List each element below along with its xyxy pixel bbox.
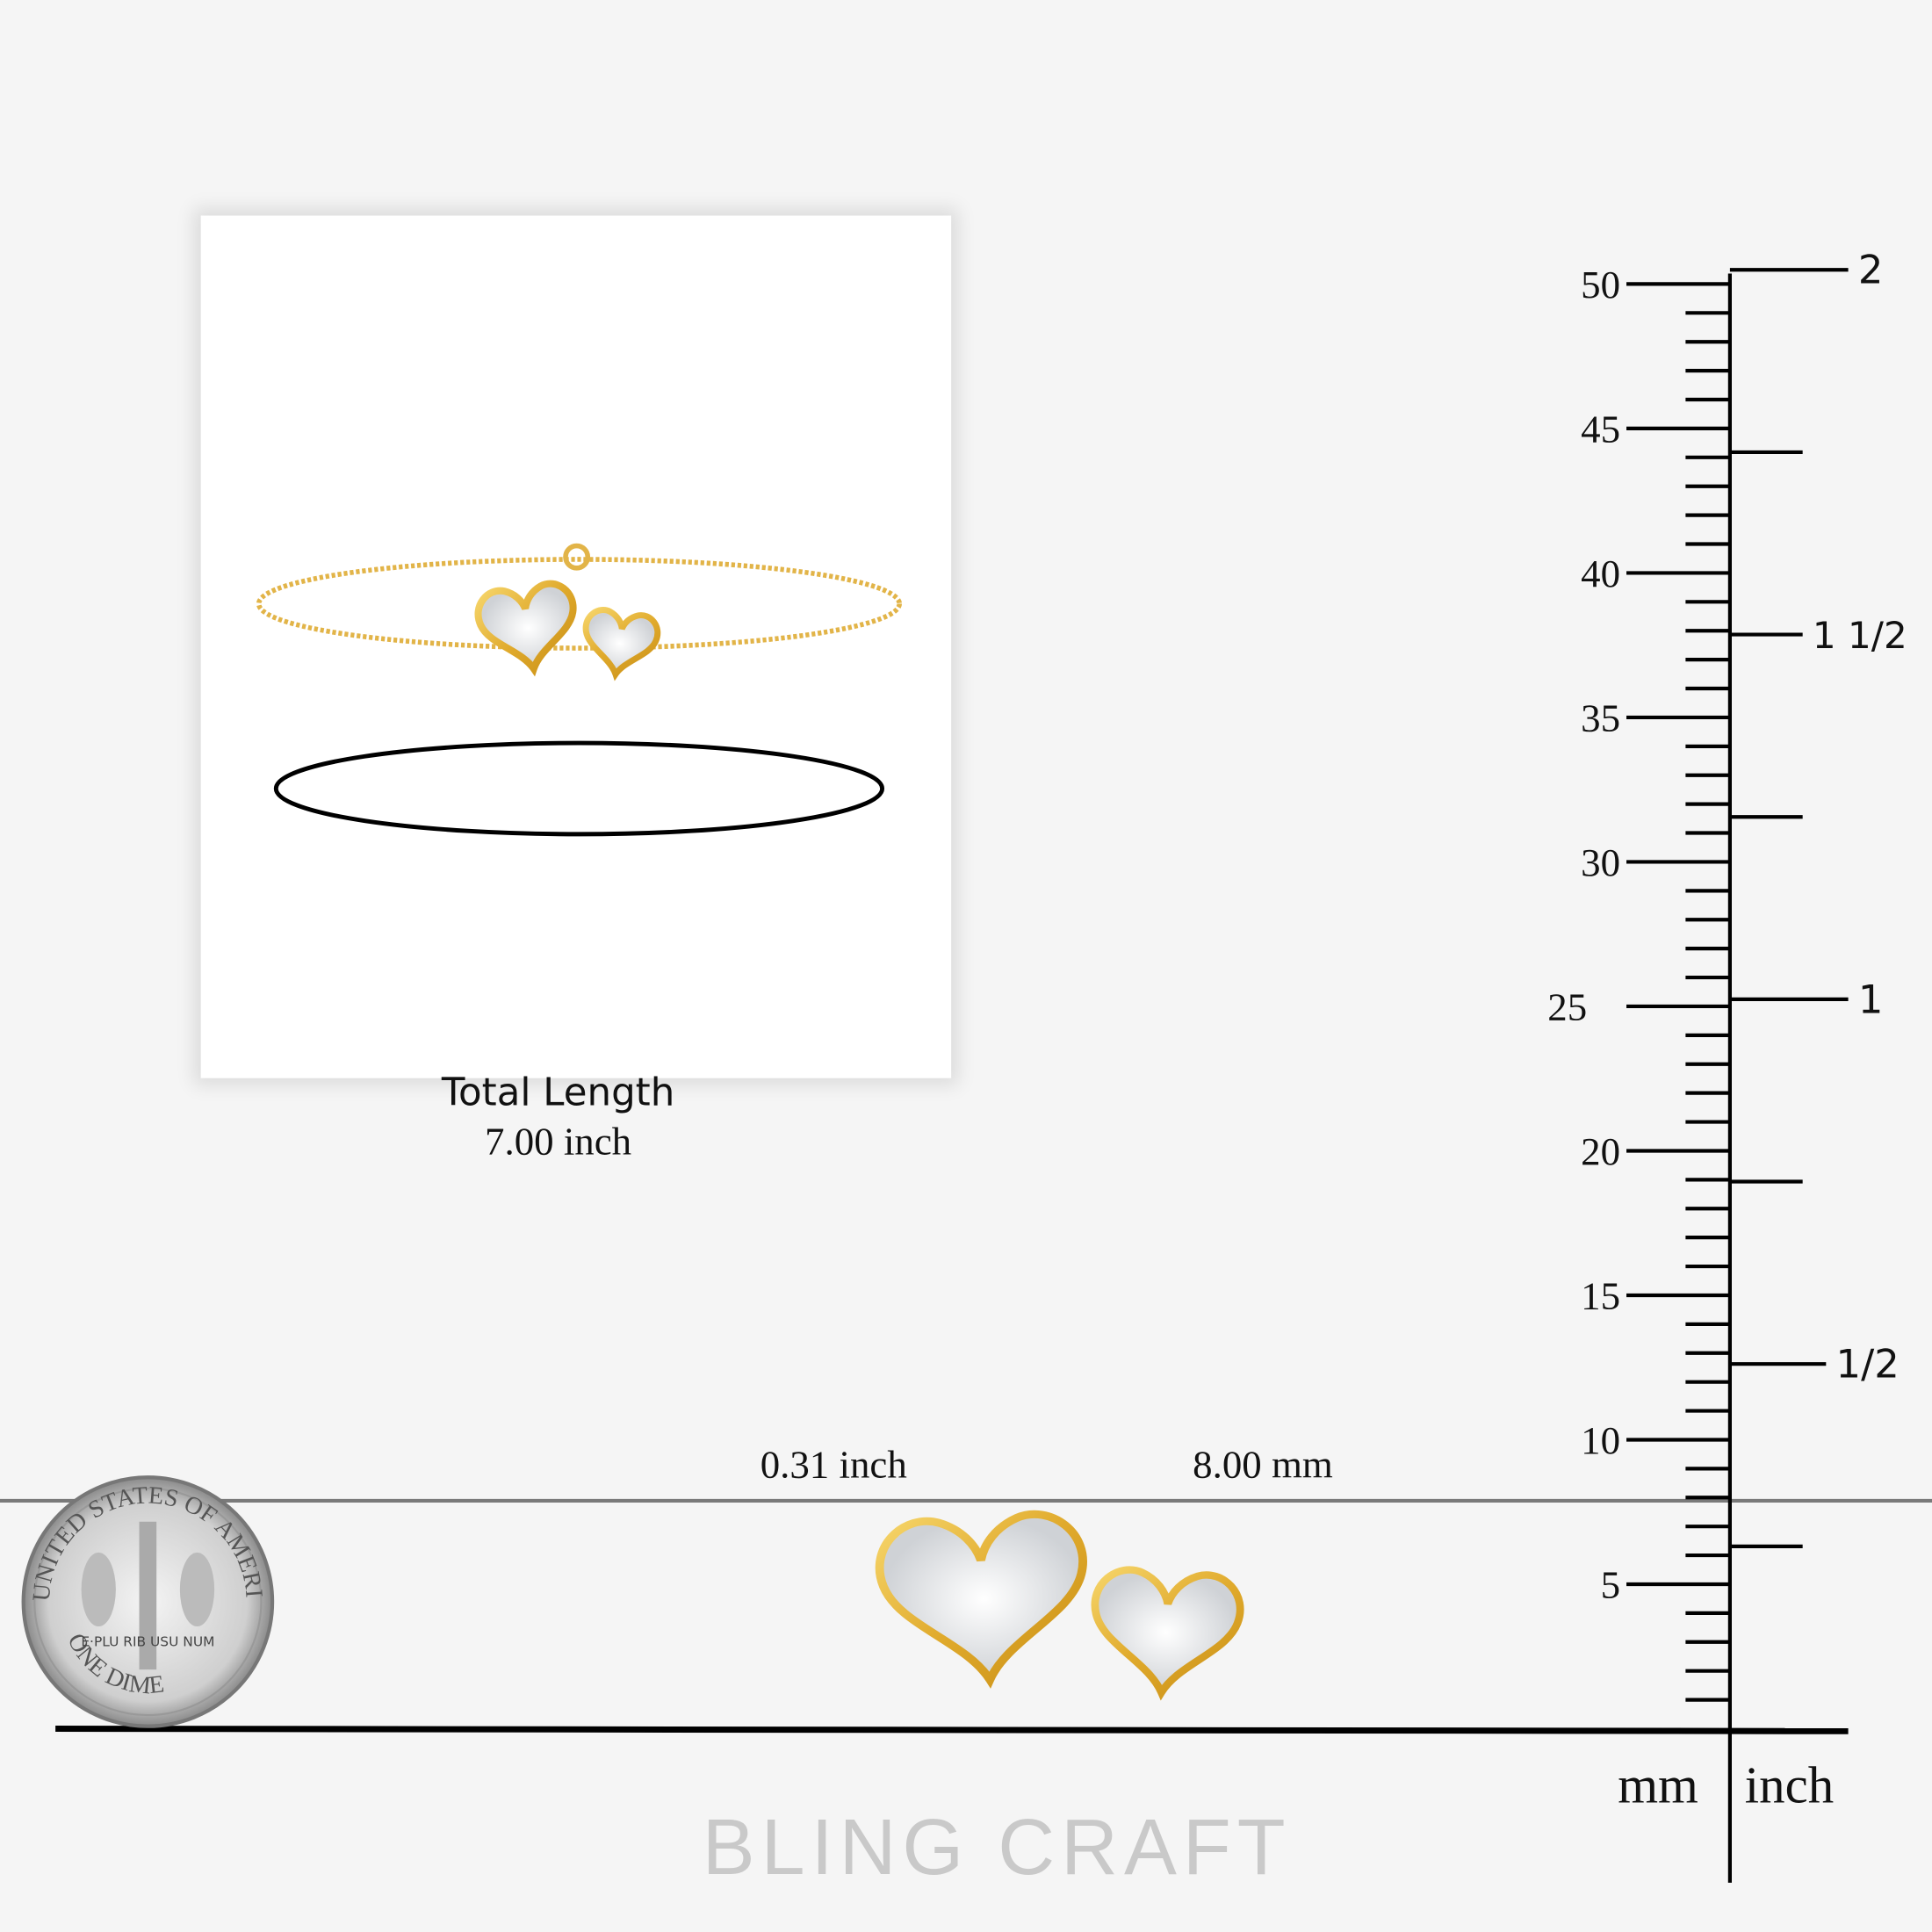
mm-label: 40 xyxy=(1581,551,1620,595)
mm-label: 10 xyxy=(1581,1418,1620,1462)
bracelet-heart-small xyxy=(580,608,660,679)
mm-label: 25 xyxy=(1547,984,1587,1028)
mm-label: 30 xyxy=(1581,840,1620,884)
dime-coin-image: UNITED STATES OF AMERICA ONE DIME E·PLU … xyxy=(0,0,275,1728)
ruler: 5 10 15 20 25 30 35 40 45 50 1/2 1 1 1/2 2 xyxy=(1547,247,1907,1883)
total-length-value: 7.00 inch xyxy=(485,1118,632,1164)
length-ellipse xyxy=(273,740,885,837)
inch-label: 2 xyxy=(1858,247,1884,293)
mm-label: 5 xyxy=(1601,1562,1620,1606)
inch-label: 1 1/2 xyxy=(1813,614,1907,657)
baseline xyxy=(55,1725,1849,1734)
bracelet-heart-large xyxy=(475,580,581,675)
brand-logo: BLING CRAFT xyxy=(702,1802,1292,1892)
bracelet-card: Total Length 7.00 inch xyxy=(200,215,952,1163)
dimension-inch: 0.31 inch xyxy=(760,1441,907,1487)
total-length-label: Total Length xyxy=(441,1071,675,1115)
coin-text-top: UNITED STATES OF AMERICA xyxy=(0,0,268,1603)
earring-heart-large xyxy=(876,1511,1092,1686)
inch-label: 1/2 xyxy=(1836,1341,1900,1388)
mm-label: 50 xyxy=(1581,263,1620,306)
bracelet-image xyxy=(256,543,903,680)
earring-heart-small xyxy=(1089,1568,1243,1698)
dimension-mm: 8.00 mm xyxy=(1193,1441,1333,1487)
mm-label: 15 xyxy=(1581,1273,1620,1317)
earring-image xyxy=(876,1511,1243,1698)
bracelet-clasp xyxy=(563,543,591,571)
bracelet-chain xyxy=(256,557,903,651)
mm-label: 45 xyxy=(1581,407,1620,451)
mm-label: 35 xyxy=(1581,696,1620,739)
unit-mm-label: mm xyxy=(1618,1758,1698,1815)
mm-label: 20 xyxy=(1581,1129,1620,1173)
unit-inch-label: inch xyxy=(1744,1758,1835,1815)
inch-label: 1 xyxy=(1858,976,1884,1022)
coin-motto: E·PLU RIB USU NUM xyxy=(81,1633,214,1649)
